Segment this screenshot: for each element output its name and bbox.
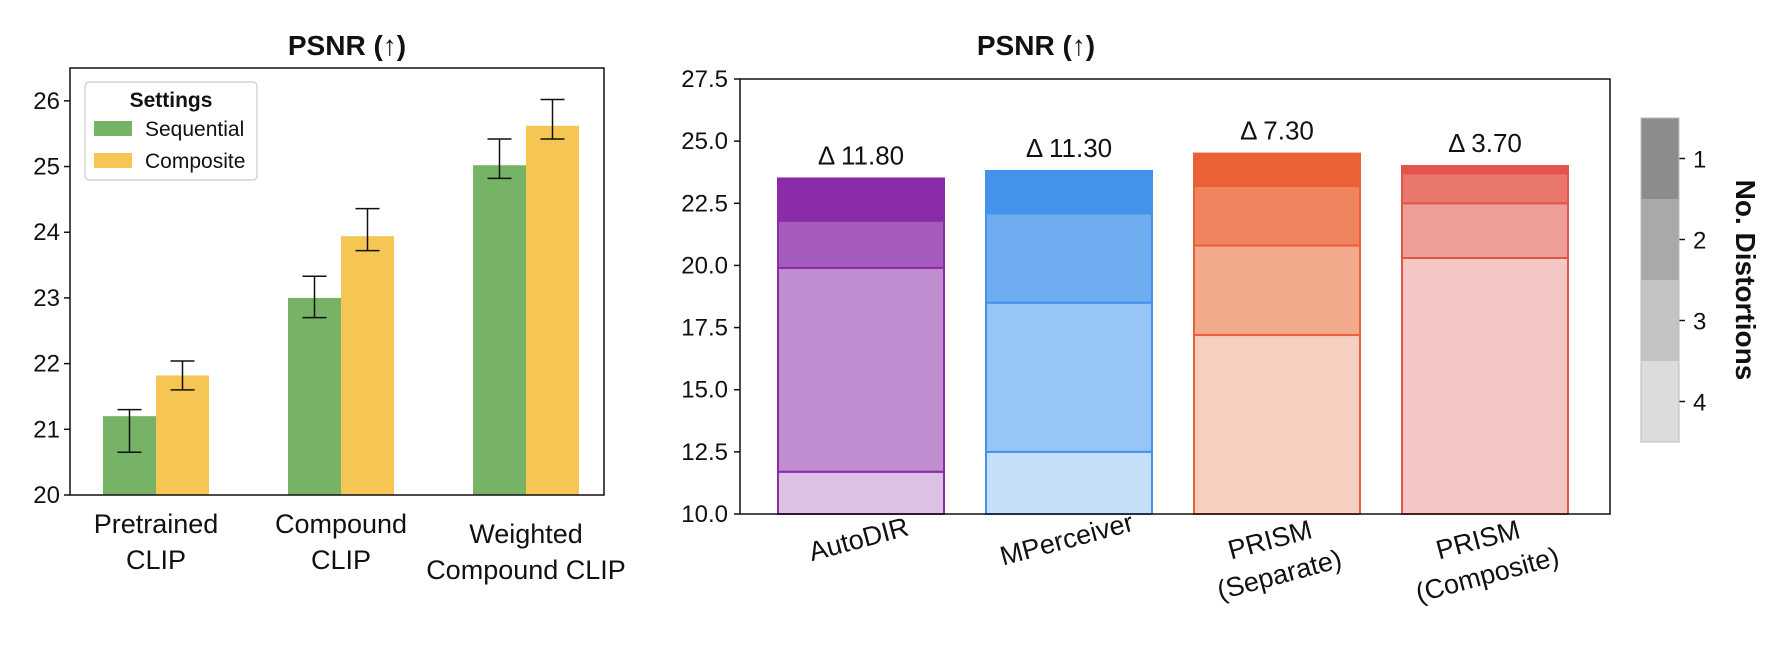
legend-label-sequential: Sequential bbox=[145, 118, 244, 141]
right-bar-segment-1-distortions-2 bbox=[985, 212, 1153, 304]
right-bar-segment-0-distortions-4 bbox=[777, 470, 945, 515]
right-bar-segment-3-distortions-1 bbox=[1401, 165, 1569, 175]
left-x-category-label-2: Weighted Compound CLIP bbox=[426, 519, 626, 585]
right-delta-label-2: Δ 7.30 bbox=[1240, 116, 1314, 146]
right-bar-segment-0-distortions-3 bbox=[777, 266, 945, 473]
left-plot-frame bbox=[69, 67, 605, 496]
legend-swatch-composite bbox=[94, 153, 132, 168]
legend-title: Settings bbox=[130, 89, 213, 112]
left-y-tick-label-0: 20 bbox=[33, 482, 60, 509]
distortion-colorbar: 1 2 3 4 No. Distortions bbox=[1640, 117, 1761, 443]
colorbar-tick-label-3: 3 bbox=[1693, 309, 1706, 336]
left-y-tick-label-4: 24 bbox=[33, 219, 60, 246]
right-y-tick-label-0: 10.0 bbox=[681, 501, 728, 528]
colorbar-tick-label-4: 4 bbox=[1693, 390, 1706, 417]
colorbar-segment-3 bbox=[1641, 280, 1679, 361]
left-bar-composite-2 bbox=[526, 125, 579, 495]
legend-label-composite: Composite bbox=[145, 150, 245, 173]
left-bar-composite-1 bbox=[341, 236, 394, 495]
right-bar-segment-1-distortions-3 bbox=[985, 301, 1153, 453]
right-y-tick-label-1: 12.5 bbox=[681, 439, 728, 466]
colorbar-frame bbox=[1640, 117, 1680, 443]
left-y-tick-label-3: 23 bbox=[33, 285, 60, 312]
right-bar-segment-1-distortions-4 bbox=[985, 450, 1153, 516]
left-bar-sequential-2 bbox=[473, 165, 526, 495]
right-delta-label-0: Δ 11.80 bbox=[818, 140, 904, 170]
right-delta-label-3: Δ 3.70 bbox=[1448, 128, 1522, 158]
right-x-category-label-0: AutoDIR bbox=[806, 512, 912, 567]
right-bar-segment-2-distortions-3 bbox=[1193, 244, 1361, 337]
right-y-tick-label-4: 20.0 bbox=[681, 252, 728, 279]
left-y-tick-label-6: 26 bbox=[33, 88, 60, 115]
right-bar-segment-2-distortions-1 bbox=[1193, 152, 1361, 187]
left-x-category-label-1: Compound CLIP bbox=[275, 509, 407, 575]
right-y-tick-label-7: 27.5 bbox=[681, 66, 728, 93]
right-x-category-label-1: MPerceiver bbox=[997, 507, 1137, 571]
right-chart-title: PSNR (↑) bbox=[977, 30, 1095, 61]
right-y-tick-label-5: 22.5 bbox=[681, 190, 728, 217]
left-y-tick-label-1: 21 bbox=[33, 416, 60, 443]
colorbar-segment-2 bbox=[1641, 199, 1679, 280]
left-chart-settings-psnr: PSNR (↑) 20 21 22 23 24 25 26 Pretrained CLIP Com… bbox=[33, 30, 626, 585]
right-bar-segment-3-distortions-2 bbox=[1401, 172, 1569, 205]
left-bar-composite-0 bbox=[156, 375, 209, 495]
colorbar-tick-label-1: 1 bbox=[1693, 147, 1706, 174]
right-bar-segment-2-distortions-4 bbox=[1193, 334, 1361, 515]
right-bar-segment-0-distortions-1 bbox=[777, 177, 945, 222]
colorbar-tick-label-2: 2 bbox=[1693, 228, 1706, 255]
right-delta-label-1: Δ 11.30 bbox=[1026, 133, 1112, 163]
right-x-category-label-3: PRISM(Composite) bbox=[1403, 506, 1562, 608]
right-bar-segment-3-distortions-4 bbox=[1401, 256, 1569, 515]
left-y-tick-label-5: 25 bbox=[33, 154, 60, 181]
right-y-tick-label-3: 17.5 bbox=[681, 315, 728, 342]
left-legend: Settings Sequential Composite bbox=[84, 81, 258, 181]
colorbar-segment-4 bbox=[1641, 361, 1679, 442]
right-plot-frame bbox=[739, 78, 1611, 515]
right-bar-segment-2-distortions-2 bbox=[1193, 184, 1361, 247]
left-chart-plot: 20 21 22 23 24 25 26 Pretrained CLIP Compound CLIP… bbox=[33, 67, 626, 585]
colorbar-segment-1 bbox=[1641, 118, 1679, 199]
right-y-tick-label-2: 15.0 bbox=[681, 377, 728, 404]
left-bar-sequential-1 bbox=[288, 297, 341, 495]
right-y-tick-label-6: 25.0 bbox=[681, 128, 728, 155]
left-chart-title: PSNR (↑) bbox=[288, 30, 406, 61]
right-bar-segment-1-distortions-1 bbox=[985, 169, 1153, 215]
left-x-category-label-0: Pretrained CLIP bbox=[94, 509, 219, 575]
right-chart-plot: 10.0 12.5 15.0 17.5 20.0 22.5 25.0 27.5 Δ 11.80 A… bbox=[681, 66, 1611, 608]
right-chart-distortions-psnr: PSNR (↑) 10.0 12.5 15.0 17.5 20.0 22.5 25.0 27.… bbox=[681, 30, 1611, 608]
right-bar-segment-3-distortions-3 bbox=[1401, 202, 1569, 259]
right-x-category-label-2: PRISM(Separate) bbox=[1205, 509, 1345, 606]
legend-swatch-sequential bbox=[94, 121, 132, 136]
right-bar-segment-0-distortions-2 bbox=[777, 219, 945, 269]
colorbar-label: No. Distortions bbox=[1730, 180, 1761, 381]
left-y-tick-label-2: 22 bbox=[33, 351, 60, 378]
